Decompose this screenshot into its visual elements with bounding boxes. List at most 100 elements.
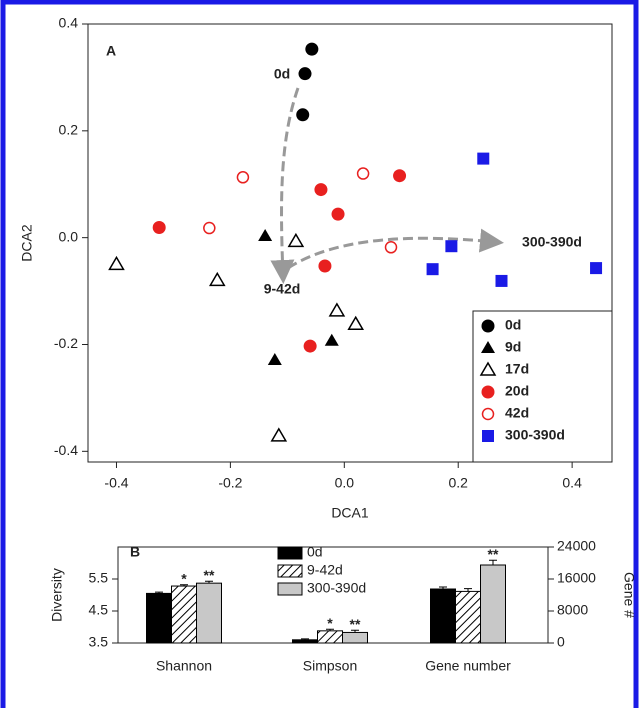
y2-tick-label: 0 xyxy=(557,634,565,650)
y2-axis-label: Gene # xyxy=(621,572,637,618)
y2-tick-label: 24000 xyxy=(557,538,596,554)
point xyxy=(270,427,288,442)
y-tick-label: 3.5 xyxy=(89,634,109,650)
significance-label: ** xyxy=(204,567,215,583)
error-bar xyxy=(155,591,163,594)
y2-tick-label: 8000 xyxy=(557,602,588,618)
point xyxy=(384,241,398,254)
legend-box xyxy=(472,310,613,463)
point xyxy=(296,108,310,122)
bar xyxy=(317,630,343,644)
point xyxy=(393,169,407,183)
x-tick-label: Gene number xyxy=(425,658,511,674)
error-bar xyxy=(205,580,213,584)
point xyxy=(590,262,603,275)
point xyxy=(152,221,166,235)
point xyxy=(314,183,328,197)
error-bar xyxy=(489,559,497,565)
y-tick-label: -0.4 xyxy=(54,442,78,458)
point xyxy=(267,352,282,365)
x-tick-label: -0.4 xyxy=(104,475,128,491)
x-tick-label: 0.2 xyxy=(448,475,468,491)
panel-label: B xyxy=(130,544,140,560)
point xyxy=(356,167,370,180)
legend-marker xyxy=(481,407,495,421)
bar xyxy=(455,590,481,644)
point xyxy=(495,274,508,287)
error-bar xyxy=(464,588,472,592)
point xyxy=(305,42,319,56)
point xyxy=(328,302,346,317)
significance-label: ** xyxy=(488,546,499,562)
legend-label: 42d xyxy=(505,405,529,421)
arrow xyxy=(270,87,300,284)
point xyxy=(445,240,458,253)
bar xyxy=(196,582,222,644)
point xyxy=(258,229,273,242)
error-bar xyxy=(180,584,188,587)
y-tick-label: 0.2 xyxy=(59,122,79,138)
point xyxy=(287,232,305,248)
y2-tick-label: 16000 xyxy=(557,570,596,586)
point xyxy=(347,315,365,330)
error-bar xyxy=(351,629,359,633)
panel-label: A xyxy=(106,43,116,59)
legend-swatch xyxy=(277,564,303,578)
x-axis-label: DCA1 xyxy=(331,505,369,521)
legend-label: 17d xyxy=(505,361,529,377)
point xyxy=(108,255,125,271)
point xyxy=(331,207,345,221)
annotation: 300-390d xyxy=(522,234,582,250)
error-bar xyxy=(301,638,309,640)
legend-marker xyxy=(479,361,497,376)
x-tick-label: 0.0 xyxy=(335,475,355,491)
point xyxy=(318,259,332,273)
annotation: 9-42d xyxy=(264,281,301,297)
point xyxy=(208,271,226,287)
significance-label: ** xyxy=(350,616,361,632)
legend-swatch xyxy=(277,546,303,560)
x-tick-label: 0.4 xyxy=(562,475,582,491)
y-tick-label: 0.0 xyxy=(59,228,79,244)
point xyxy=(298,67,312,81)
x-tick-label: Shannon xyxy=(156,658,212,674)
legend-label: 0d xyxy=(505,317,521,333)
bar xyxy=(292,639,318,644)
point xyxy=(236,171,250,184)
error-bar xyxy=(326,628,334,631)
bar xyxy=(171,585,197,644)
annotation: 0d xyxy=(274,66,290,82)
y-axis-label: Diversity xyxy=(49,568,65,622)
bar xyxy=(430,588,456,644)
significance-label: * xyxy=(327,615,333,631)
significance-label: * xyxy=(181,570,187,586)
legend-marker xyxy=(481,385,495,399)
bar xyxy=(146,592,172,644)
y-tick-label: -0.2 xyxy=(54,335,78,351)
legend-label: 20d xyxy=(505,383,529,399)
y-tick-label: 0.4 xyxy=(59,15,79,31)
y-tick-label: 5.5 xyxy=(89,570,109,586)
point xyxy=(324,333,339,346)
point xyxy=(426,263,439,276)
plot-frame-a xyxy=(87,23,613,463)
point xyxy=(203,221,216,235)
legend-swatch xyxy=(277,582,303,596)
arrow xyxy=(287,228,504,270)
legend-label: 300-390d xyxy=(505,427,565,443)
y-axis-label: DCA2 xyxy=(19,224,35,262)
legend-label: 0d xyxy=(307,544,323,560)
error-bar xyxy=(439,586,447,589)
point xyxy=(303,339,317,353)
legend-marker xyxy=(481,341,495,353)
x-tick-label: Simpson xyxy=(303,658,357,674)
legend-marker xyxy=(482,430,494,442)
legend-marker xyxy=(481,319,495,333)
bar xyxy=(342,631,368,644)
legend-label: 9-42d xyxy=(307,562,343,578)
x-tick-label: -0.2 xyxy=(218,475,242,491)
legend-label: 300-390d xyxy=(307,580,366,596)
point xyxy=(477,152,490,165)
